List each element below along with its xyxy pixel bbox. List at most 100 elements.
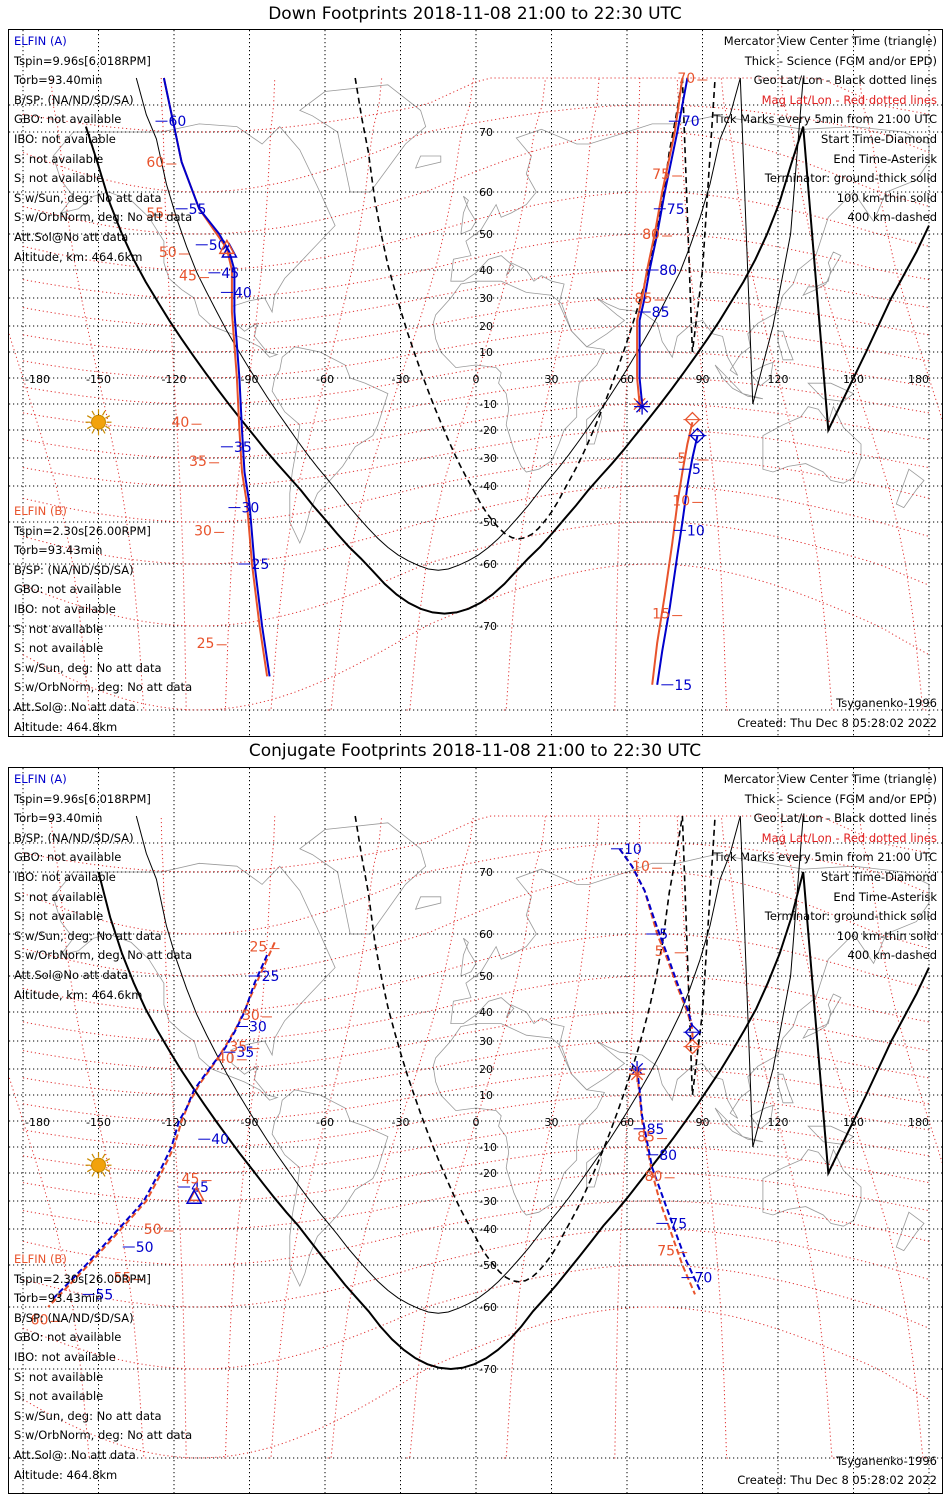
elfin-a-header: ELFIN (A) xyxy=(14,772,67,786)
mag-lat-line xyxy=(22,1264,930,1370)
geo-lat-label: 20 xyxy=(479,1063,493,1076)
created-label: Created: Thu Dec 8 05:28:02 2022 xyxy=(737,716,937,730)
info-line: Altitude, km: 464.6km xyxy=(14,249,143,264)
tick-label-elfin-a: 55 xyxy=(189,202,207,218)
mag-lat-line xyxy=(22,77,930,133)
info-line: S w/OrbNorm, deg: No att data xyxy=(14,1428,193,1443)
coastline xyxy=(807,1125,855,1145)
sun-ray xyxy=(105,1168,111,1173)
mag-lat-line xyxy=(22,1068,930,1122)
tick-label-elfin-b: 75 xyxy=(652,167,670,183)
tick-labels: 2530354045505510585807570253035404550556… xyxy=(31,842,713,1329)
mag-lat-line xyxy=(22,377,930,431)
mag-lat-line xyxy=(22,1040,930,1096)
mag-lat-line xyxy=(22,104,930,193)
info-line: S: not available xyxy=(14,621,104,636)
legend-line: Mag Lat/Lon - Red dotted lines xyxy=(761,830,937,845)
sun-ray xyxy=(105,1158,111,1162)
elfin-a-header: ELFIN (A) xyxy=(14,34,67,48)
coastline xyxy=(52,123,336,358)
start-time-diamond xyxy=(684,411,701,428)
tick-label-elfin-b: 40 xyxy=(171,415,189,431)
coastline xyxy=(299,822,427,935)
geo-lon-label: -150 xyxy=(86,1116,111,1129)
map-panel-down: 70 60 50 40 30 20 10 -10 -20 -30 -40 -50 -60 -70 -180-… xyxy=(8,29,943,737)
legend-line: 400 km-dashed xyxy=(847,948,937,963)
coastline xyxy=(414,155,442,169)
coastline xyxy=(807,382,855,402)
mag-lat-line xyxy=(22,563,930,711)
panel-title-conjugate: Conjugate Footprints 2018-11-08 21:00 to… xyxy=(248,741,702,761)
coastline xyxy=(299,84,427,193)
sun-ray xyxy=(86,1168,92,1173)
tick-label-elfin-b: 45 xyxy=(182,1172,200,1188)
map-canvas-conjugate: 70605040302010-10-20-30-40-50-60-70-180-… xyxy=(9,768,942,1493)
elfin-a-track xyxy=(618,848,694,1027)
tick-label-elfin-a: 85 xyxy=(652,305,670,321)
tick-label-elfin-a: 70 xyxy=(682,114,700,130)
coastline xyxy=(802,251,842,297)
geo-lat-label: 40 xyxy=(479,264,493,277)
info-line: S: not available xyxy=(14,151,104,166)
tick-label-elfin-b: 30 xyxy=(242,1008,260,1024)
legend-line: 100 km-thin solid xyxy=(836,190,937,205)
legend-line: Geo Lat/Lon - Black dotted lines xyxy=(753,73,937,88)
mag-lon-line xyxy=(859,815,942,1164)
geo-lat-label: -40 xyxy=(479,480,497,493)
elfin-a-info: ELFIN (A) Tspin=9.96s[6.018RPM] Torb=93.… xyxy=(14,770,192,1005)
coastline xyxy=(777,1073,794,1104)
tick-label-elfin-a: 60 xyxy=(168,114,186,130)
info-line: Altitude: 464.8km xyxy=(14,719,118,734)
geo-lat-label: 50 xyxy=(479,228,493,241)
info-line: S w/Sun, deg: No att data xyxy=(14,660,162,675)
mag-lat-line xyxy=(22,1200,930,1266)
tick-label-elfin-a: 25 xyxy=(252,557,270,573)
geo-lat-label: -30 xyxy=(479,452,497,465)
legend-line: 400 km-dashed xyxy=(847,210,937,225)
geo-grid xyxy=(9,30,942,736)
legend: Mercator View Center Time (triangle) Thi… xyxy=(714,770,937,966)
tick-label-elfin-b: 80 xyxy=(642,227,660,243)
geo-lon-label: 30 xyxy=(545,1116,559,1129)
coastline xyxy=(432,1023,605,1216)
info-line: S: not available xyxy=(14,641,104,656)
geo-lon-label: -120 xyxy=(162,373,187,386)
info-line: S w/Sun, deg: No att data xyxy=(14,1408,162,1423)
geo-lon-label: -180 xyxy=(25,1116,50,1129)
geo-lon-label: 180 xyxy=(908,373,929,386)
tick-label-elfin-a: 80 xyxy=(659,263,677,279)
tick-label-elfin-a: 10 xyxy=(624,842,642,858)
tick-label-elfin-a: 80 xyxy=(659,1148,677,1164)
tick-label-elfin-a: 45 xyxy=(221,266,239,282)
sun-icon xyxy=(85,409,112,436)
terminator xyxy=(97,815,930,1371)
coastline xyxy=(586,1151,603,1188)
tick-label-elfin-a: 55 xyxy=(96,1287,114,1303)
geo-lat-label: 60 xyxy=(479,928,493,941)
created-label: Created: Thu Dec 8 05:28:02 2022 xyxy=(737,1473,937,1487)
tick-label-elfin-b: 15 xyxy=(652,607,670,623)
coastline xyxy=(714,1107,744,1137)
geo-lat-label: -60 xyxy=(479,1301,497,1314)
info-line: IBO: not available xyxy=(14,1349,116,1364)
mag-lat-line xyxy=(22,351,930,405)
legend-line: Thick - Science (FGM and/or EPD) xyxy=(744,53,937,68)
terminator-ground xyxy=(84,126,930,615)
satellite-tracks xyxy=(162,77,699,685)
model-label: Tsyganenko-1996 xyxy=(836,1454,937,1468)
elfin-a-track xyxy=(638,77,689,405)
info-line: Torb=93.40min xyxy=(14,811,103,826)
info-line: S: not available xyxy=(14,1369,104,1384)
mag-lat-line xyxy=(22,269,930,327)
tick-label-elfin-b: 10 xyxy=(632,859,650,875)
mag-grid xyxy=(9,77,942,711)
mag-lon-line xyxy=(720,815,835,1459)
tick-label-elfin-a: 40 xyxy=(234,285,252,301)
coastline xyxy=(460,937,477,977)
tick-label-elfin-a: 35 xyxy=(234,440,252,456)
sun-ray xyxy=(101,428,106,434)
legend-line: Mercator View Center Time (triangle) xyxy=(723,34,937,48)
legend-line: Mag Lat/Lon - Red dotted lines xyxy=(761,92,937,107)
mag-lon-line xyxy=(327,77,474,711)
tick-label-elfin-a: 30 xyxy=(249,1020,267,1036)
